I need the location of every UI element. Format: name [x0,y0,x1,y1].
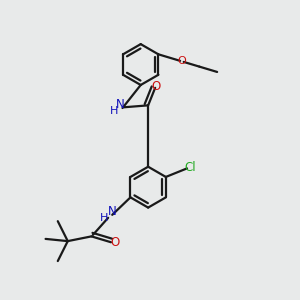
Text: N: N [107,205,116,218]
Text: H: H [100,213,109,223]
Text: O: O [177,56,186,66]
Text: N: N [116,98,125,111]
Text: O: O [110,236,119,249]
Text: H: H [110,106,118,116]
Text: O: O [151,80,160,93]
Text: Cl: Cl [184,161,196,174]
